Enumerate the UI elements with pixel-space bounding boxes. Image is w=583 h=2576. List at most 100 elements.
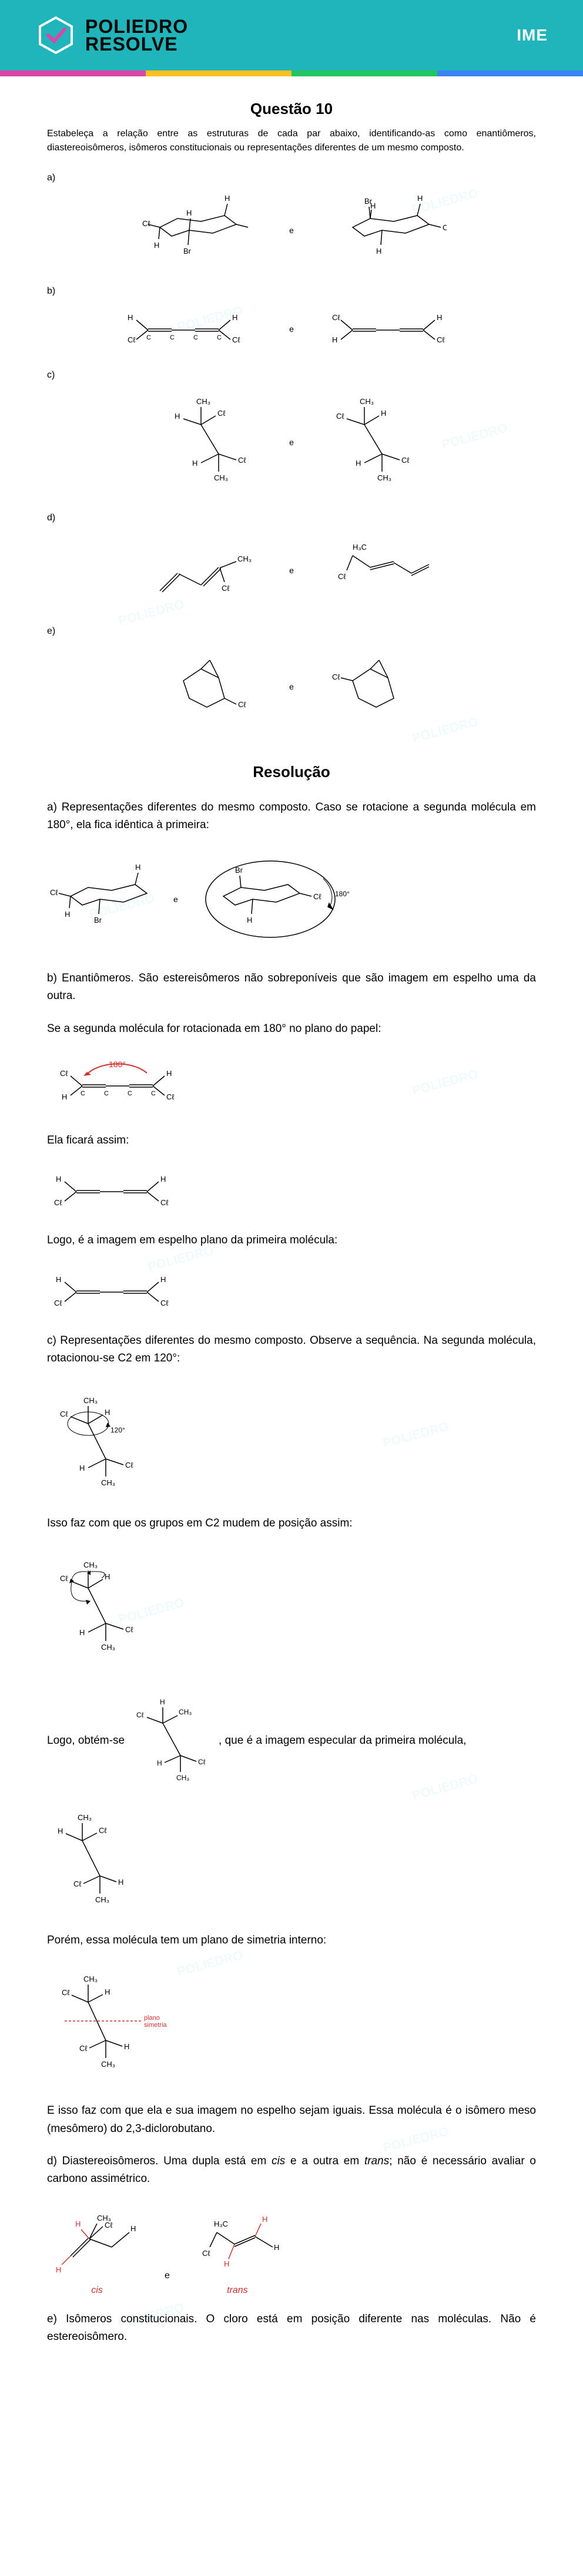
header: POLIEDRO RESOLVE IME	[0, 0, 583, 70]
allene-after-icon: HCℓ HCℓ	[47, 1164, 200, 1217]
svg-text:H: H	[56, 1175, 61, 1183]
svg-text:C: C	[170, 334, 175, 341]
svg-text:CH₃: CH₃	[214, 473, 228, 482]
res-c4: Porém, essa molécula tem um plano de sim…	[47, 1932, 536, 1949]
brand-line1: POLIEDRO	[85, 18, 188, 35]
svg-text:H: H	[118, 1878, 123, 1886]
svg-text:H: H	[175, 412, 180, 421]
res-b4: Logo, é a imagem em espelho plano da pri…	[47, 1232, 536, 1249]
sawhorse-arrows-icon: CH₃CℓH CH₃HCℓ	[47, 1547, 153, 1676]
svg-text:H: H	[79, 1628, 85, 1637]
svg-text:H: H	[65, 910, 70, 919]
logo-hexagon-icon	[35, 15, 76, 56]
svg-text:Cℓ: Cℓ	[238, 700, 246, 709]
res-b-fig3: HCℓ HCℓ	[47, 1265, 536, 1317]
svg-text:Cℓ: Cℓ	[99, 1826, 107, 1835]
svg-text:H: H	[105, 1408, 110, 1417]
sawhorse-result-icon: HCℓCH₃ CH₃HCℓ	[130, 1691, 213, 1791]
svg-text:H: H	[247, 916, 252, 924]
item-sep: e	[289, 324, 294, 334]
svg-text:H: H	[370, 201, 376, 210]
svg-text:H: H	[186, 208, 192, 217]
res-a: a) Representações diferentes do mesmo co…	[47, 799, 536, 835]
sawhorse-c1-icon: CH₃HCℓ CH₃HCℓ	[166, 389, 254, 495]
svg-text:Cℓ: Cℓ	[437, 335, 445, 344]
content: POLIEDRO POLIEDRO POLIEDRO POLIEDRO POLI…	[0, 76, 583, 2385]
svg-text:CH₃: CH₃	[83, 1975, 98, 1983]
item-sep: e	[289, 226, 294, 235]
svg-text:C: C	[146, 334, 151, 341]
res-c1: c) Representações diferentes do mesmo co…	[47, 1332, 536, 1368]
bicyclic-e1-icon: Cℓ	[166, 645, 254, 728]
svg-text:CH₃: CH₃	[83, 1561, 98, 1569]
svg-text:Cℓ: Cℓ	[142, 219, 150, 228]
svg-text:H: H	[58, 1827, 63, 1835]
svg-text:CH₃: CH₃	[196, 397, 210, 406]
header-right: IME	[517, 26, 548, 45]
svg-text:CH₃: CH₃	[83, 1396, 98, 1405]
svg-text:H: H	[160, 1698, 165, 1706]
svg-text:CH₃: CH₃	[377, 473, 391, 482]
bicyclic-e2-icon: Cℓ	[329, 645, 417, 728]
sawhorse-mirror-icon: CH₃HCℓ CH₃CℓH	[47, 1805, 141, 1917]
svg-text:C: C	[104, 1090, 109, 1097]
svg-text:H: H	[75, 2219, 81, 2228]
svg-text:H: H	[62, 1092, 67, 1101]
svg-text:H: H	[356, 459, 361, 468]
svg-text:Cℓ: Cℓ	[332, 672, 340, 681]
cyclohexane-a2-icon: BrH CℓH H	[329, 192, 447, 268]
gradient-bar	[0, 70, 583, 76]
svg-text:Cℓ: Cℓ	[54, 1198, 62, 1207]
svg-text:H: H	[417, 194, 423, 203]
svg-text:e: e	[173, 894, 178, 904]
svg-text:H: H	[105, 1988, 110, 1996]
svg-text:Br: Br	[94, 916, 102, 924]
svg-text:simetria: simetria	[144, 2022, 167, 2029]
item-c-label: c)	[47, 370, 536, 381]
svg-text:H: H	[157, 1759, 162, 1767]
logo: POLIEDRO RESOLVE	[35, 15, 188, 56]
sawhorse-rot-icon: CH₃CℓH CH₃HCℓ 120°	[47, 1383, 153, 1500]
svg-text:Cℓ: Cℓ	[198, 1758, 206, 1766]
cyclohexane-a1-icon: CℓH HBr H	[136, 192, 254, 268]
svg-text:H: H	[381, 409, 386, 418]
svg-text:Cℓ: Cℓ	[54, 1299, 62, 1307]
svg-text:C: C	[217, 334, 222, 341]
svg-text:180°: 180°	[109, 1060, 126, 1069]
svg-text:Cℓ: Cℓ	[238, 456, 246, 465]
allene-b2-icon: CℓH HCℓ	[329, 305, 458, 352]
svg-text:H: H	[105, 1572, 110, 1581]
res-a-rotation-icon: CℓH HBr e BrCℓ H180°	[47, 849, 370, 955]
item-d-figures: CH₃Cℓ e H₃CCℓ	[47, 532, 536, 608]
res-d: d) Diastereoisômeros. Uma dupla está em …	[47, 2153, 536, 2188]
svg-text:H: H	[160, 1275, 166, 1284]
svg-text:H: H	[56, 1275, 61, 1284]
svg-text:CH₃: CH₃	[179, 1708, 192, 1716]
res-b3: Ela ficará assim:	[47, 1132, 536, 1149]
svg-text:CH₃: CH₃	[95, 1895, 109, 1904]
trans-label: trans	[187, 2285, 287, 2296]
svg-text:CH₃: CH₃	[360, 397, 374, 406]
item-e-figures: Cℓ e Cℓ	[47, 645, 536, 728]
question-prompt: Estabeleça a relação entre as estruturas…	[47, 127, 536, 155]
svg-text:Cℓ: Cℓ	[60, 1410, 68, 1418]
res-c-fig2: CH₃CℓH CH₃HCℓ	[47, 1547, 536, 1676]
svg-text:C: C	[128, 1090, 132, 1097]
svg-text:H₃C: H₃C	[353, 543, 367, 551]
sawhorse-plane-icon: plano simetria CH₃CℓH CH₃CℓH	[47, 1964, 176, 2087]
svg-text:H: H	[225, 194, 230, 203]
trans-diene-icon: H₃CCℓ HH H	[187, 2203, 287, 2285]
svg-text:H: H	[437, 313, 442, 322]
svg-text:CH₃: CH₃	[101, 1478, 115, 1487]
sawhorse-c2-icon: CH₃CℓH CH₃HCℓ	[329, 389, 417, 495]
resolution-title: Resolução	[47, 763, 536, 781]
svg-text:H: H	[224, 2259, 229, 2268]
svg-text:CH₃: CH₃	[101, 2060, 115, 2069]
svg-text:C: C	[81, 1090, 85, 1097]
svg-text:plano: plano	[144, 2015, 160, 2022]
item-sep: e	[289, 438, 294, 447]
svg-text:H: H	[124, 2042, 129, 2051]
svg-text:H: H	[130, 2224, 136, 2233]
res-e: e) Isômeros constitucionais. O cloro est…	[47, 2311, 536, 2346]
item-c-figures: CH₃HCℓ CH₃HCℓ e CH₃CℓH CH₃HCℓ	[47, 389, 536, 495]
